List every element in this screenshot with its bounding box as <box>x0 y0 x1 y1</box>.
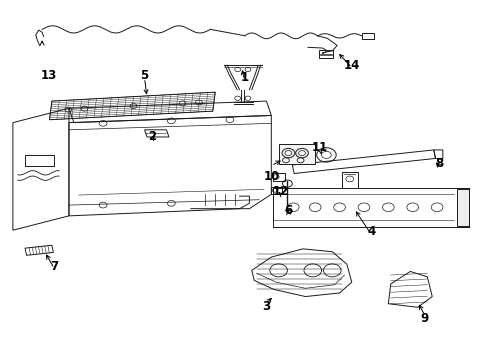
Text: 2: 2 <box>147 130 156 144</box>
Text: 7: 7 <box>50 260 58 273</box>
Text: 6: 6 <box>284 204 292 217</box>
Text: 8: 8 <box>434 157 443 170</box>
FancyBboxPatch shape <box>456 189 468 226</box>
FancyBboxPatch shape <box>272 173 285 181</box>
Text: 10: 10 <box>263 170 279 183</box>
Text: 11: 11 <box>311 141 327 154</box>
Text: 3: 3 <box>262 300 270 313</box>
Text: 4: 4 <box>366 225 375 238</box>
FancyBboxPatch shape <box>318 50 332 58</box>
FancyBboxPatch shape <box>25 155 54 166</box>
Text: 1: 1 <box>240 71 248 84</box>
FancyBboxPatch shape <box>278 144 315 164</box>
Text: 13: 13 <box>41 69 57 82</box>
FancyBboxPatch shape <box>271 187 282 194</box>
Text: 14: 14 <box>343 59 359 72</box>
Text: 5: 5 <box>140 69 148 82</box>
FancyBboxPatch shape <box>361 33 373 40</box>
Text: 9: 9 <box>420 311 428 325</box>
Text: 12: 12 <box>272 185 288 198</box>
